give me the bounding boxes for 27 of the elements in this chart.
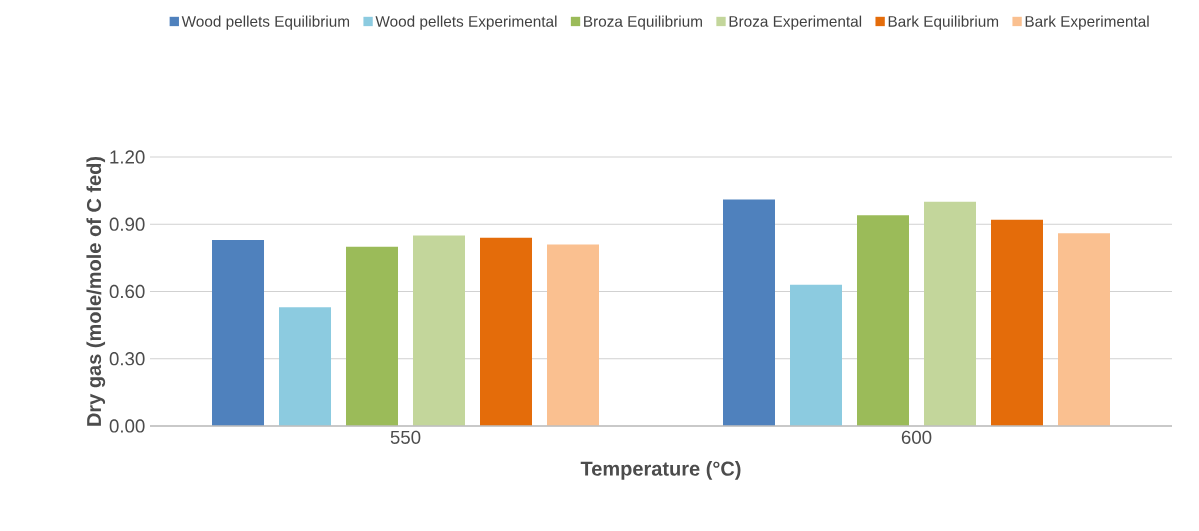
bar bbox=[212, 239, 265, 426]
legend-label: Wood pellets Experimental bbox=[375, 15, 557, 30]
bar bbox=[723, 199, 775, 426]
y-axis-title: Dry gas (mole/mole of C fed) bbox=[86, 156, 106, 426]
y-tick-label: 0.00 bbox=[109, 419, 145, 433]
y-tick-label: 0.60 bbox=[109, 284, 145, 299]
legend-label: Broza Equilibrium bbox=[584, 15, 702, 30]
bar bbox=[991, 219, 1043, 426]
y-tick-label: 1.20 bbox=[110, 150, 145, 164]
y-tick-label: 0.30 bbox=[109, 352, 145, 366]
bar bbox=[346, 246, 399, 426]
x-tick-label: 600 bbox=[901, 430, 932, 444]
legend-label: Bark Experimental bbox=[1025, 15, 1149, 30]
x-tick-label: 550 bbox=[390, 430, 421, 444]
legend-label: Broza Experimental bbox=[729, 15, 862, 30]
bar bbox=[857, 215, 909, 426]
y-tick-label: 0.90 bbox=[109, 217, 145, 231]
bar bbox=[1058, 233, 1110, 426]
bar bbox=[413, 235, 466, 426]
bar bbox=[924, 201, 976, 426]
bar bbox=[279, 307, 332, 426]
legend-label: Bark Equilibrium bbox=[888, 15, 999, 30]
x-axis-title: Temperature (°C) bbox=[580, 461, 741, 480]
bar bbox=[480, 237, 533, 426]
bar bbox=[547, 244, 599, 426]
bar bbox=[790, 284, 842, 426]
legend-label: Wood pellets Equilibrium bbox=[181, 15, 350, 30]
